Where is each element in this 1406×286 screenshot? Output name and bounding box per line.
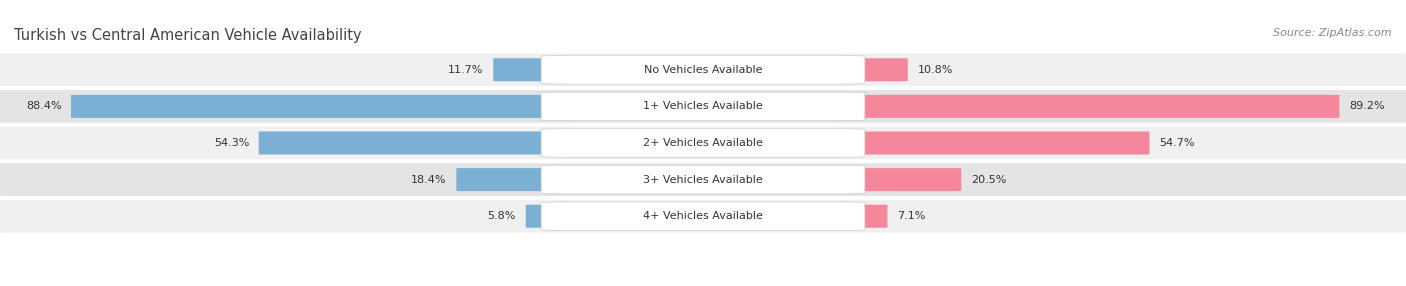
FancyBboxPatch shape [541, 202, 865, 231]
Text: No Vehicles Available: No Vehicles Available [644, 65, 762, 75]
FancyBboxPatch shape [72, 95, 571, 118]
Text: 2+ Vehicles Available: 2+ Vehicles Available [643, 138, 763, 148]
Text: Source: ZipAtlas.com: Source: ZipAtlas.com [1274, 28, 1392, 38]
Text: 5.8%: 5.8% [488, 211, 516, 221]
Text: 1+ Vehicles Available: 1+ Vehicles Available [643, 102, 763, 111]
FancyBboxPatch shape [835, 95, 1340, 118]
Text: 54.7%: 54.7% [1159, 138, 1195, 148]
FancyBboxPatch shape [541, 92, 865, 121]
Text: 3+ Vehicles Available: 3+ Vehicles Available [643, 175, 763, 184]
Text: 54.3%: 54.3% [214, 138, 249, 148]
FancyBboxPatch shape [0, 52, 1406, 88]
FancyBboxPatch shape [0, 198, 1406, 234]
FancyBboxPatch shape [0, 162, 1406, 198]
Text: Turkish vs Central American Vehicle Availability: Turkish vs Central American Vehicle Avai… [14, 28, 361, 43]
FancyBboxPatch shape [526, 205, 571, 228]
FancyBboxPatch shape [541, 165, 865, 194]
FancyBboxPatch shape [835, 132, 1150, 154]
Text: 89.2%: 89.2% [1348, 102, 1385, 111]
Text: 18.4%: 18.4% [411, 175, 447, 184]
Text: 88.4%: 88.4% [25, 102, 62, 111]
FancyBboxPatch shape [835, 168, 962, 191]
Text: 10.8%: 10.8% [918, 65, 953, 75]
FancyBboxPatch shape [457, 168, 571, 191]
FancyBboxPatch shape [0, 125, 1406, 161]
FancyBboxPatch shape [541, 55, 865, 84]
FancyBboxPatch shape [0, 88, 1406, 124]
FancyBboxPatch shape [259, 132, 571, 154]
FancyBboxPatch shape [835, 205, 887, 228]
Text: 20.5%: 20.5% [972, 175, 1007, 184]
Text: 11.7%: 11.7% [449, 65, 484, 75]
FancyBboxPatch shape [835, 58, 908, 81]
Text: 7.1%: 7.1% [897, 211, 925, 221]
Text: 4+ Vehicles Available: 4+ Vehicles Available [643, 211, 763, 221]
FancyBboxPatch shape [541, 129, 865, 157]
FancyBboxPatch shape [494, 58, 571, 81]
